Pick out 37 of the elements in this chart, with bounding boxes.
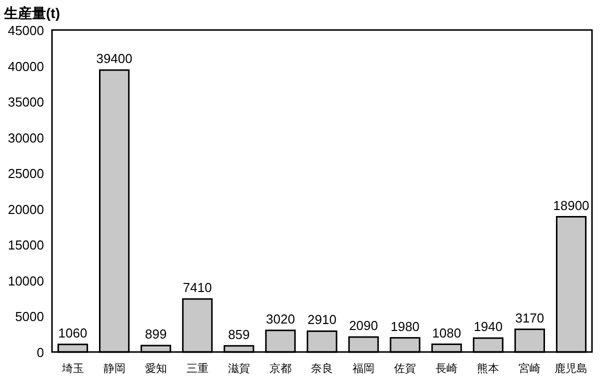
x-tick-label: 熊本 xyxy=(477,362,500,375)
y-axis-title: 生産量(t) xyxy=(3,5,60,21)
data-label: 18900 xyxy=(553,198,590,213)
x-tick-label: 奈良 xyxy=(311,362,333,375)
x-tick-label: 三重 xyxy=(186,362,208,375)
x-tick-label: 宮崎 xyxy=(518,362,541,375)
y-tick-label: 20000 xyxy=(8,202,44,217)
data-label: 1080 xyxy=(432,325,462,340)
data-label: 1980 xyxy=(390,318,420,334)
y-tick-label: 5000 xyxy=(15,309,44,324)
x-tick-label: 福岡 xyxy=(352,362,375,375)
x-tick-label: 愛知 xyxy=(144,362,167,375)
x-tick-label: 静岡 xyxy=(103,363,126,375)
data-label: 7410 xyxy=(182,280,212,295)
x-tick-label: 滋賀 xyxy=(228,363,250,375)
x-tick-label: 佐賀 xyxy=(394,363,416,375)
data-label: 2090 xyxy=(349,318,378,334)
y-tick-label: 25000 xyxy=(8,166,44,182)
x-tick-label: 京都 xyxy=(269,362,292,375)
data-label: 2910 xyxy=(308,312,336,328)
data-label: 899 xyxy=(144,326,167,342)
y-tick-label: 10000 xyxy=(8,273,44,288)
data-label: 859 xyxy=(228,326,250,342)
data-label: 3170 xyxy=(515,310,544,326)
y-tick-label: 35000 xyxy=(8,94,44,110)
x-tick-label: 埼玉 xyxy=(60,363,84,375)
y-tick-label: 30000 xyxy=(8,130,44,146)
x-tick-label: 長崎 xyxy=(436,362,458,375)
data-label: 1940 xyxy=(474,319,503,334)
y-tick-label: 40000 xyxy=(8,58,44,74)
y-tick-label: 0 xyxy=(36,345,44,360)
data-label: 1060 xyxy=(58,325,88,340)
y-tick-label: 45000 xyxy=(8,23,44,38)
x-tick-label: 鹿児島 xyxy=(554,362,588,375)
y-tick-label: 15000 xyxy=(8,238,44,253)
data-label: 39400 xyxy=(96,51,132,66)
data-label: 3020 xyxy=(266,311,295,326)
